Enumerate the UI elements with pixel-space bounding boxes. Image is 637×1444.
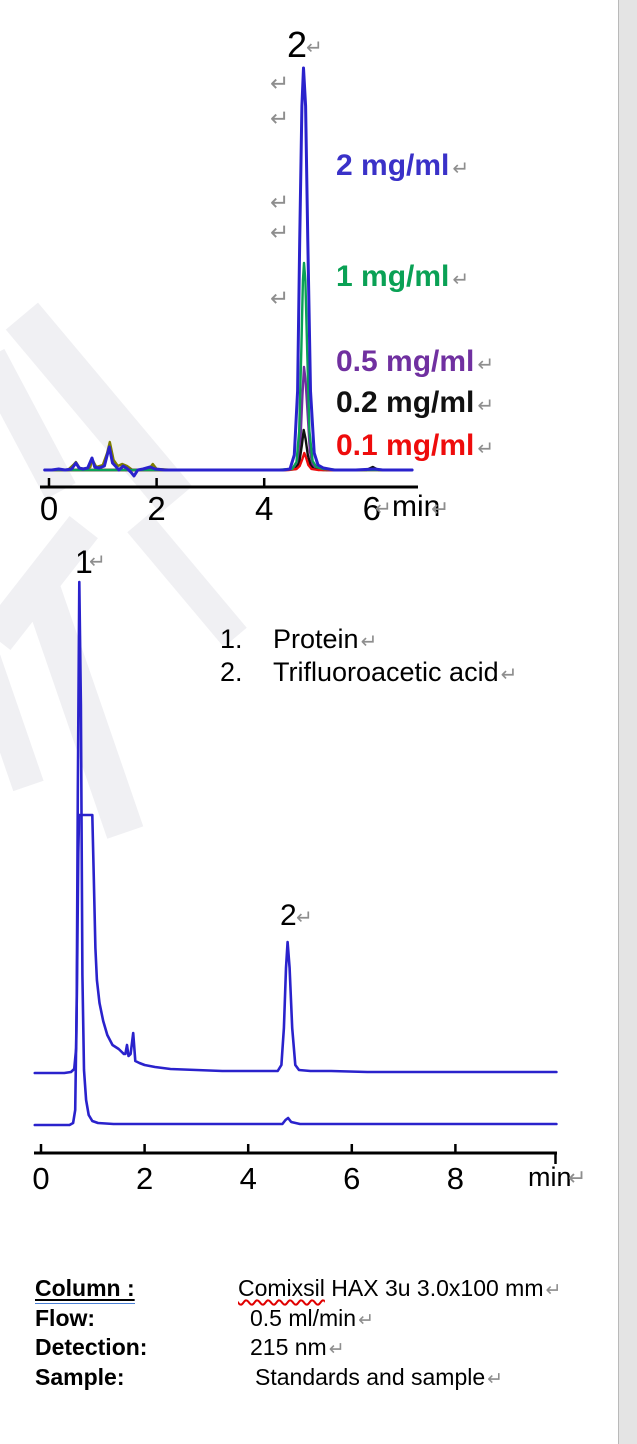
- x-tick-label-0: 0: [32, 1161, 50, 1196]
- paragraph-mark-icon: ↵: [487, 1368, 504, 1390]
- x-tick-label-4: 4: [239, 1161, 257, 1196]
- paragraph-mark-icon: ↵: [358, 1309, 375, 1331]
- legend-number: 1.: [220, 624, 243, 654]
- x-tick-label-2: 2: [147, 490, 166, 527]
- info-value: Standards and sample: [255, 1363, 486, 1390]
- paragraph-mark-icon: ↵: [477, 438, 495, 460]
- legend-item-tfa: 2. Trifluoroacetic acid ↵: [220, 659, 517, 686]
- info-value: Comixsil HAX 3u 3.0x100 mm: [238, 1275, 544, 1301]
- trace-early-eluting-impurities-olive-cap-: [66, 440, 174, 472]
- paragraph-mark-icon: ↵: [360, 631, 378, 653]
- paragraph-mark-icon: ↵: [296, 907, 313, 929]
- concentration-label-0.5-mg-ml: 0.5 mg/ml ↵: [336, 345, 495, 378]
- x-tick-label-6: 6: [343, 1161, 361, 1196]
- paragraph-mark-icon: ↵: [270, 285, 290, 311]
- legend-item-protein: 1. Protein ↵: [220, 626, 377, 653]
- legend-text: Protein: [273, 624, 359, 654]
- page-edge-strip: [618, 0, 637, 1444]
- paragraph-mark-icon: ↵: [477, 354, 495, 376]
- x-tick-label-2: 2: [135, 1161, 154, 1196]
- bottom-axis-unit: min: [528, 1162, 572, 1192]
- top-axis-unit: min: [392, 490, 441, 523]
- info-row-column: Column : Comixsil HAX 3u 3.0x100 mm ↵: [35, 1275, 561, 1305]
- bottom-peak-2-label: 2: [280, 899, 297, 932]
- bottom-peak-1-label: 1: [75, 544, 93, 580]
- info-value: 215 nm: [250, 1334, 327, 1360]
- info-value: 0.5 ml/min: [250, 1304, 357, 1331]
- x-tick-label-6: 6: [362, 490, 381, 527]
- method-info-panel: Column : Comixsil HAX 3u 3.0x100 mm ↵ Flow…: [35, 1275, 561, 1393]
- info-label: Flow:: [35, 1304, 96, 1331]
- paragraph-mark-icon: ↵: [500, 664, 518, 686]
- paragraph-mark-icon: ↵: [568, 1165, 587, 1190]
- info-label: Sample:: [35, 1363, 125, 1390]
- paragraph-mark-icon: ↵: [328, 1339, 345, 1360]
- x-tick-label-8: 8: [446, 1161, 465, 1196]
- info-row-flow: Flow: 0.5 ml/min ↵: [35, 1305, 561, 1335]
- paragraph-mark-icon: ↵: [89, 551, 106, 573]
- concentration-label-1-mg-ml: 1 mg/ml ↵: [336, 260, 470, 293]
- info-label: Detection:: [35, 1334, 148, 1360]
- trace-2-mg-ml: [43, 66, 414, 478]
- info-row-sample: Sample: Standards and sample ↵: [35, 1364, 561, 1394]
- paragraph-mark-icon: ↵: [270, 189, 290, 215]
- legend-text: Trifluoroacetic acid: [273, 657, 499, 687]
- paragraph-mark-icon: ↵: [270, 219, 290, 245]
- concentration-label-0.1-mg-ml: 0.1 mg/ml ↵: [336, 429, 495, 462]
- concentration-label-2-mg-ml: 2 mg/ml ↵: [336, 149, 470, 182]
- paragraph-mark-icon: ↵: [306, 37, 323, 59]
- x-tick-label-0: 0: [39, 490, 59, 527]
- info-label: Column :: [35, 1275, 238, 1304]
- paragraph-mark-icon: ↵: [270, 70, 290, 96]
- paragraph-mark-icon: ↵: [545, 1280, 562, 1301]
- paragraph-mark-icon: ↵: [477, 395, 495, 417]
- paragraph-mark-icon: ↵: [452, 158, 470, 180]
- paragraph-mark-icon: ↵: [270, 105, 290, 131]
- x-tick-label-4: 4: [255, 490, 274, 527]
- trace-sample-trace-upper-: [33, 813, 558, 1075]
- top-peak-2-label: 2: [287, 24, 308, 65]
- concentration-label-0.2-mg-ml: 0.2 mg/ml ↵: [336, 386, 495, 419]
- trace-standard-trace-lower-: [33, 580, 558, 1127]
- legend-number: 2.: [220, 657, 243, 687]
- paragraph-mark-icon: ↵: [375, 498, 392, 520]
- info-row-detection: Detection: 215 nm ↵: [35, 1334, 561, 1364]
- paragraph-mark-icon: ↵: [452, 269, 470, 291]
- paragraph-mark-icon: ↵: [431, 496, 450, 521]
